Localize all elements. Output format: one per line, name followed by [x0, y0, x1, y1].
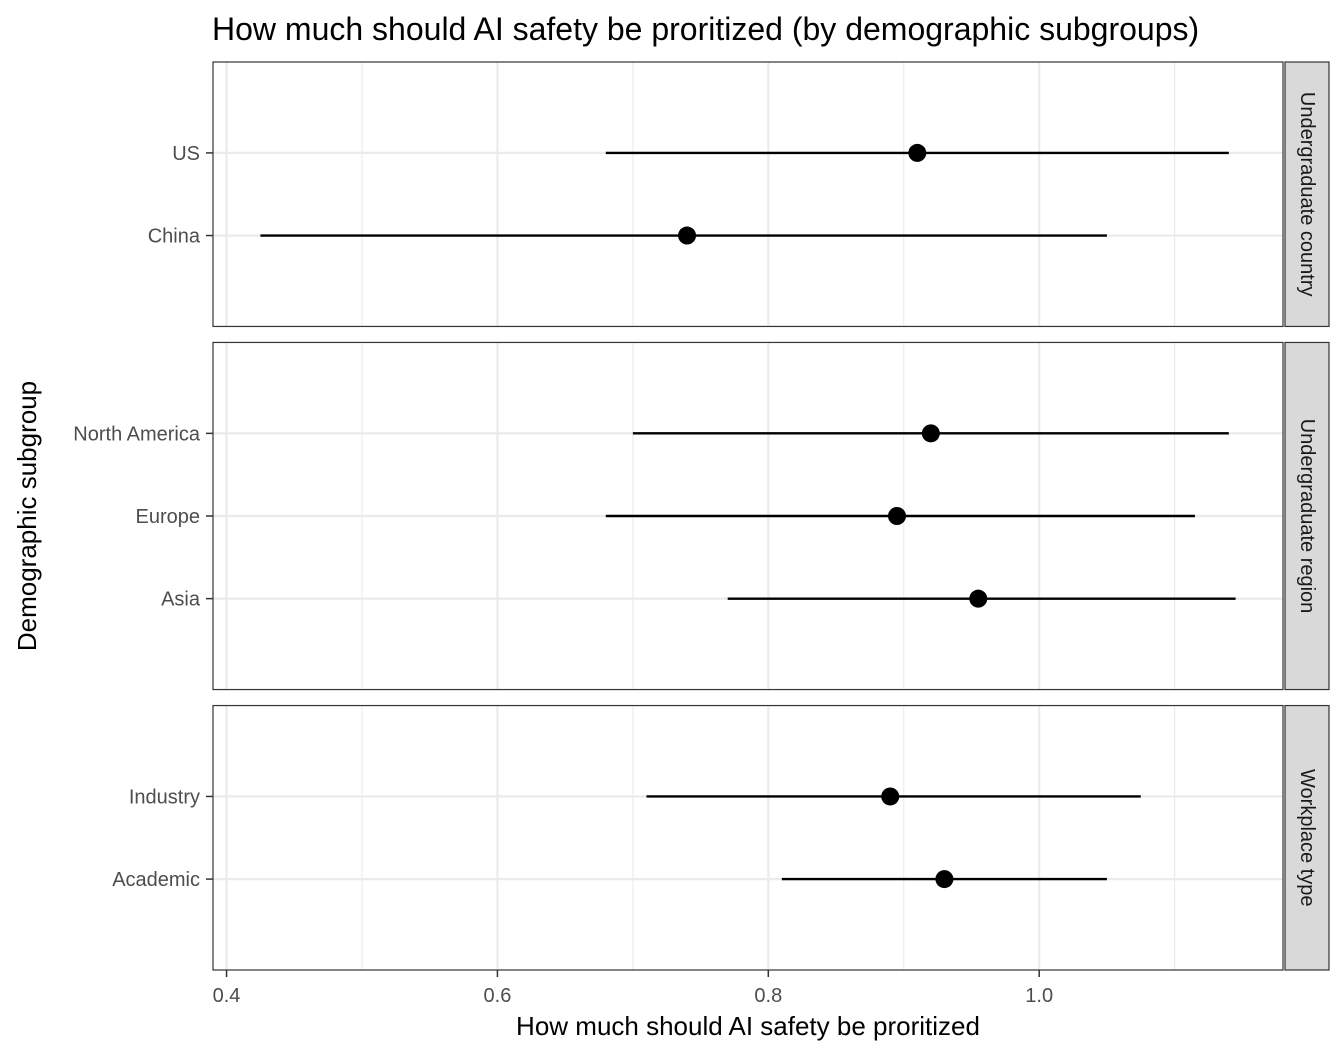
panel-background [213, 705, 1283, 970]
x-tick-label: 1.0 [1025, 985, 1053, 1007]
facet-strip [1284, 341, 1330, 691]
y-tick-label: Asia [161, 589, 201, 611]
facet-panel: US China Undergraduate country [148, 61, 1330, 328]
x-axis: 0.4 0.6 0.8 1.0 [213, 970, 1053, 1007]
data-point [678, 226, 697, 245]
panel-border [212, 61, 1284, 328]
facet-panel: Industry Academic Workplace type [112, 704, 1330, 971]
panels: US China Undergraduate country North Americ… [73, 61, 1330, 971]
facet-panel: North America Europe Asia Undergraduate reg… [73, 341, 1330, 691]
facet-strip [1284, 61, 1330, 328]
data-point [908, 143, 927, 162]
y-tick-label: China [148, 226, 201, 248]
facet-strip-label: Undergraduate region [1296, 419, 1318, 614]
y-tick-label: US [172, 143, 200, 165]
data-point [935, 870, 954, 889]
y-tick-label: Academic [112, 869, 200, 891]
x-tick-label: 0.8 [754, 985, 782, 1007]
facet-strip [1284, 704, 1330, 971]
data-point [881, 787, 900, 806]
y-tick-label: Industry [129, 786, 200, 808]
x-axis-title: How much should AI safety be proritized [516, 1011, 980, 1041]
panel-background [213, 62, 1283, 327]
panel-border [212, 341, 1284, 691]
x-tick-label: 0.4 [213, 985, 241, 1007]
y-tick-label: Europe [136, 506, 201, 528]
y-tick-label: North America [73, 423, 201, 445]
panel-border [212, 704, 1284, 971]
data-point [887, 507, 906, 525]
y-axis-title: Demographic subgroup [12, 381, 42, 651]
data-point [921, 424, 940, 443]
facet-strip-label: Undergraduate country [1296, 92, 1318, 297]
data-point [969, 589, 988, 608]
chart-title: How much should AI safety be proritized … [212, 11, 1199, 47]
facet-strip-label: Workplace type [1296, 769, 1318, 906]
x-tick-label: 0.6 [484, 985, 512, 1007]
